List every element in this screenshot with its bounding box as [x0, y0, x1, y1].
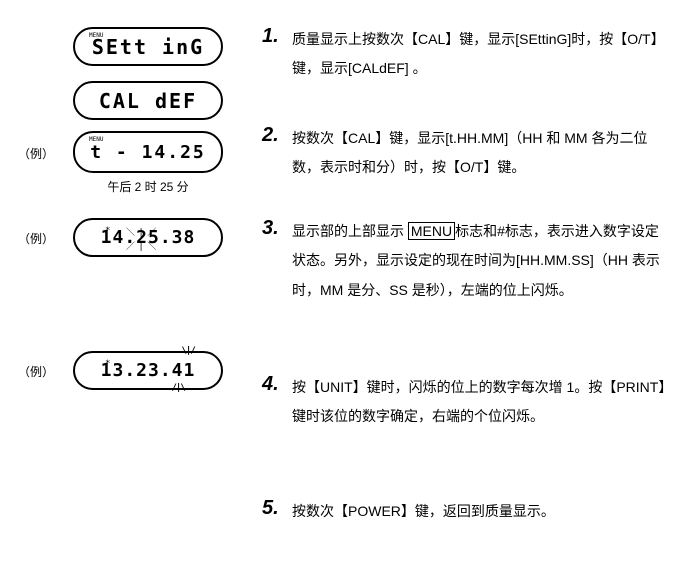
- step-1: 1. 质量显示上按数次【CAL】键，显示[SEttinG]时，按【O/T】键，显…: [262, 25, 668, 84]
- example-label-3: （例）: [18, 363, 54, 380]
- step-1-num: 1.: [262, 25, 279, 48]
- star-icon: *: [105, 226, 110, 236]
- example-label-1: （例）: [18, 145, 54, 162]
- step-3-body: 显示部的上部显示 MENU标志和#标志，表示进入数字设定状态。另外，显示设定的现…: [292, 217, 668, 305]
- lcd-time-hhmm: MENU t - 14.25: [73, 131, 223, 173]
- step-2: 2. 按数次【CAL】键，显示[t.HH.MM]（HH 和 MM 各为二位数，表…: [262, 124, 668, 183]
- lcd-caldef: CAL dEF: [73, 81, 223, 120]
- blink-ticks-bot: ／ | ＼: [126, 239, 155, 252]
- step-3-pre: 显示部的上部显示: [292, 223, 408, 239]
- lcd-small-indicator-2: MENU: [89, 136, 103, 143]
- lcd-caldef-text: CAL dEF: [99, 89, 197, 113]
- caption-time: 午后 2 时 25 分: [73, 178, 223, 195]
- step-5-num: 5.: [262, 497, 279, 520]
- step-5: 5. 按数次【POWER】键，返回到质量显示。: [262, 497, 668, 526]
- lcd-hhmmss: * ＼ | ／ 14.25.38 ／ | ＼: [73, 218, 223, 257]
- step-4: 4. 按【UNIT】键时，闪烁的位上的数字每次增 1。按【PRINT】键时该位的…: [262, 373, 668, 432]
- lcd-hhmmss2-text: 13.23.4\|/1/|\: [101, 360, 196, 381]
- star-icon-2: *: [105, 359, 110, 369]
- step-3: 3. 显示部的上部显示 MENU标志和#标志，表示进入数字设定状态。另外，显示设…: [262, 217, 668, 305]
- step-4-num: 4.: [262, 373, 279, 396]
- lcd-setting-text: SEtt inG: [92, 35, 204, 59]
- step-3-num: 3.: [262, 217, 279, 240]
- lcd-small-indicator: MENU: [89, 32, 103, 39]
- step-2-body: 按数次【CAL】键，显示[t.HH.MM]（HH 和 MM 各为二位数，表示时和…: [292, 124, 668, 183]
- step-2-num: 2.: [262, 124, 279, 147]
- menu-box: MENU: [408, 222, 455, 240]
- step-4-body: 按【UNIT】键时，闪烁的位上的数字每次增 1。按【PRINT】键时该位的数字确…: [292, 373, 668, 432]
- example-label-2: （例）: [18, 230, 54, 247]
- blink-ticks-top: ＼ | ／: [126, 225, 155, 238]
- step-5-body: 按数次【POWER】键，返回到质量显示。: [292, 497, 668, 526]
- step-1-body: 质量显示上按数次【CAL】键，显示[SEttinG]时，按【O/T】键，显示[C…: [292, 25, 668, 84]
- lcd-setting: MENU SEtt inG: [73, 27, 223, 66]
- lcd-hhmmss-2: * 13.23.4\|/1/|\: [73, 351, 223, 390]
- lcd-time-hhmm-text: t - 14.25: [90, 142, 206, 163]
